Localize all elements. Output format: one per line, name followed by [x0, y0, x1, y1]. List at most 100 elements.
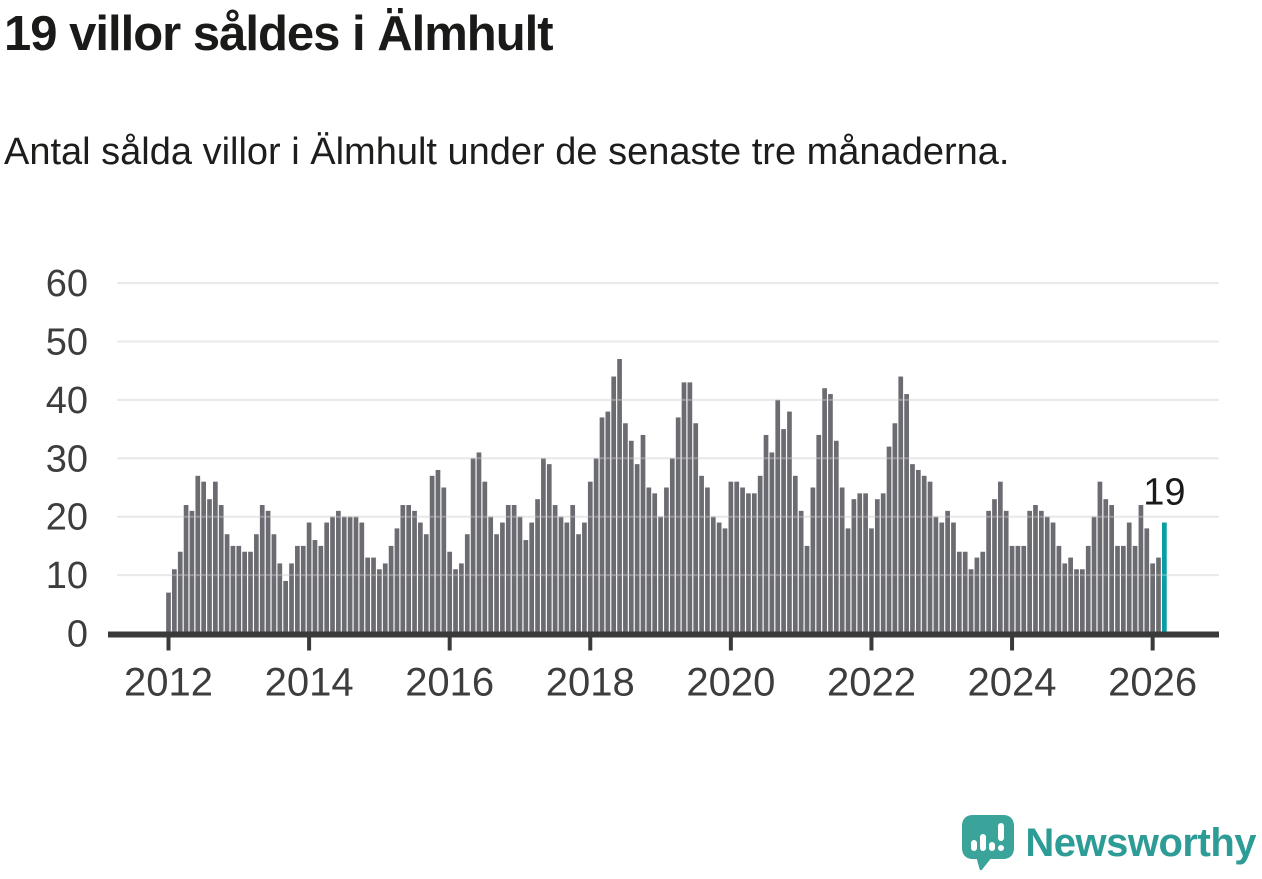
bar	[646, 487, 652, 634]
bar	[529, 522, 535, 634]
bar	[710, 516, 716, 634]
bar	[763, 434, 769, 634]
bar	[324, 522, 330, 634]
bar	[394, 528, 400, 634]
bar	[470, 458, 476, 634]
bar	[915, 469, 921, 634]
bar	[535, 499, 540, 634]
bar	[734, 481, 740, 634]
bar	[746, 493, 751, 634]
bar	[347, 516, 353, 634]
bar	[1097, 481, 1103, 634]
bar	[611, 376, 617, 634]
bar	[447, 551, 453, 634]
bar	[1091, 516, 1097, 634]
bar	[886, 446, 892, 634]
x-axis-tick	[166, 637, 171, 651]
bar	[289, 563, 294, 634]
bar	[816, 434, 822, 634]
bar	[845, 528, 851, 634]
bar	[951, 522, 956, 634]
bar	[400, 505, 406, 634]
bar	[365, 557, 371, 634]
bar	[341, 516, 347, 634]
bar	[406, 505, 412, 634]
bar	[552, 505, 558, 634]
bar	[892, 423, 898, 634]
bar	[564, 522, 570, 634]
bar	[740, 487, 745, 634]
bar	[248, 551, 253, 634]
bar	[166, 592, 171, 634]
y-axis-label: 20	[46, 497, 88, 539]
bar	[705, 487, 710, 634]
bar	[312, 540, 318, 634]
bar	[658, 516, 663, 634]
bar	[997, 481, 1003, 634]
bar	[956, 551, 962, 634]
bar	[945, 510, 950, 634]
bar	[681, 382, 687, 634]
x-axis-label: 2020	[686, 661, 775, 705]
bar	[359, 522, 365, 634]
bar	[699, 475, 704, 634]
bar	[418, 522, 423, 634]
bar	[798, 510, 804, 634]
bar	[962, 551, 968, 634]
bar	[295, 545, 300, 634]
bar	[236, 545, 242, 634]
bar	[1021, 545, 1027, 634]
x-axis-tick	[307, 637, 312, 651]
newsworthy-wordmark: Newsworthy	[1025, 820, 1256, 865]
bar	[1044, 516, 1050, 634]
y-axis-label: 50	[46, 322, 88, 364]
x-axis-label: 2024	[968, 661, 1057, 705]
bar	[716, 522, 722, 634]
bar	[1080, 569, 1085, 634]
bar	[904, 394, 909, 634]
bar	[828, 394, 833, 634]
bar	[423, 534, 429, 634]
bar	[857, 493, 863, 634]
bar	[640, 434, 646, 634]
bar	[429, 475, 435, 634]
x-axis-label: 2016	[405, 661, 494, 705]
bar	[927, 481, 933, 634]
bar	[353, 516, 359, 634]
bar	[523, 540, 529, 634]
bar	[576, 534, 581, 634]
bar	[722, 528, 728, 634]
bar	[869, 528, 874, 634]
bar	[669, 458, 675, 634]
bar	[751, 493, 757, 634]
bar	[201, 481, 206, 634]
bar	[968, 569, 974, 634]
bar	[1056, 545, 1062, 634]
page-subtitle: Antal sålda villor i Älmhult under de se…	[4, 131, 1010, 173]
bar	[599, 417, 605, 634]
bar	[910, 464, 915, 634]
bar	[207, 499, 212, 634]
bar	[412, 510, 417, 634]
bar	[874, 499, 880, 634]
bar	[1074, 569, 1079, 634]
x-axis-label: 2014	[265, 661, 354, 705]
bar	[300, 545, 306, 634]
bar	[265, 510, 271, 634]
newsworthy-logo-icon	[962, 815, 1015, 871]
bar	[792, 475, 798, 634]
bar	[259, 505, 265, 634]
bar	[787, 411, 792, 634]
y-axis-label: 10	[46, 555, 88, 597]
bar	[1085, 545, 1091, 634]
bar	[511, 505, 517, 634]
bar	[441, 487, 447, 634]
bar	[283, 580, 289, 634]
bar	[1156, 557, 1161, 634]
page-title: 19 villor såldes i Älmhult	[4, 7, 554, 61]
bar-chart: 0 10 20 30 40 50 60 2012 2014 2016 2018 2020 2022 202…	[46, 263, 1219, 705]
bar	[1109, 505, 1114, 634]
bar	[839, 487, 845, 634]
bar	[505, 505, 511, 634]
bar	[377, 569, 382, 634]
